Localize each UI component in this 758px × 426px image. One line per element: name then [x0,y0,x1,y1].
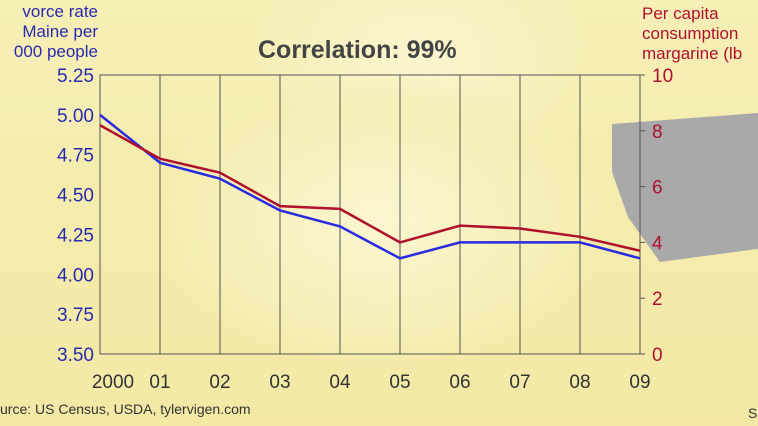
x-tick-label: 2000 [92,372,134,393]
right-tick-label: 2 [652,289,663,310]
x-tick-label: 06 [449,372,470,393]
left-label-line: vorce rate [22,2,98,21]
right-tick-label: 6 [652,178,663,199]
left-tick-label: 5.00 [57,106,94,127]
right-tick-label: 10 [652,66,673,87]
left-tick-label: 3.75 [57,305,94,326]
x-tick-label: 09 [629,372,650,393]
right-label-line: margarine (lb [642,44,743,63]
left-tick-label: 3.50 [57,345,94,366]
right-tick-label: 0 [652,345,663,366]
x-tick-label: 04 [329,372,351,393]
right-label-line: Per capita [642,4,719,23]
corner-text: S [748,405,758,421]
left-tick-label: 4.75 [57,146,94,167]
left-axis-label: vorce rate Maine per 000 people [0,2,98,62]
chart-title: Correlation: 99% [258,36,457,64]
right-label-line: consumption [642,24,739,43]
source-note: urce: US Census, USDA, tylervigen.com [0,401,251,417]
left-tick-label: 4.50 [57,186,94,207]
right-tick-label: 8 [652,122,663,143]
right-axis-label: Per capita consumption margarine (lb [642,4,742,64]
left-tick-label: 4.00 [57,265,94,286]
right-tick-label: 4 [652,233,663,254]
x-tick-label: 05 [389,372,410,393]
series-line-right [99,124,641,252]
left-label-line: 000 people [13,42,98,61]
left-tick-label: 5.25 [57,66,94,87]
x-tick-label: 07 [509,372,530,393]
plot-frame [99,74,641,355]
series-line-left [99,113,641,260]
left-tick-label: 4.25 [57,225,94,246]
x-tick-label: 01 [149,372,170,393]
left-label-line: Maine per [22,22,98,41]
x-tick-label: 02 [209,372,230,393]
x-tick-label: 03 [269,372,290,393]
x-tick-label: 08 [569,372,590,393]
